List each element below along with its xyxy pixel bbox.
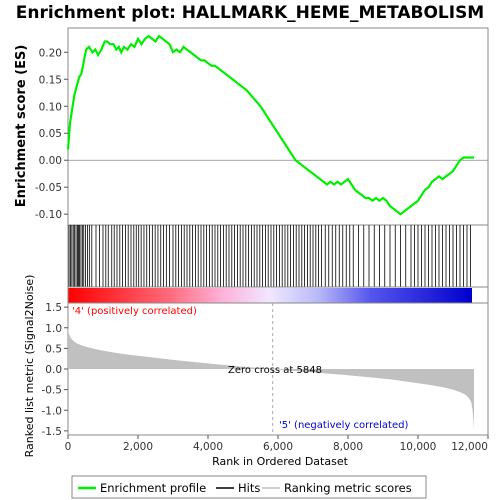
legend: Enrichment profile Hits Ranking metric s… <box>71 475 427 499</box>
enrichment-profile-line <box>66 34 474 216</box>
negative-label: '5' (negatively correlated) <box>279 420 408 431</box>
metric-ylabel: Ranked list metric (Signal2Noise) <box>23 275 36 458</box>
metric-xtick-label: 6,000 <box>263 441 293 453</box>
es-ytick-label: 0.05 <box>39 128 62 140</box>
metric-xticks: 0 2,000 4,000 6,000 8,000 10,000 12,000 <box>65 435 489 453</box>
metric-panel: -1.5 -1.0 -0.5 0.0 0.5 1.0 1.5 0 2,000 4,000 6,00… <box>23 275 489 468</box>
legend-enrichment-label: Enrichment profile <box>100 481 206 495</box>
hits-panel <box>67 224 489 288</box>
metric-xtick-label: 10,000 <box>400 441 437 453</box>
legend-metric-label: Ranking metric scores <box>284 481 412 495</box>
metric-ytick-label: -0.5 <box>42 385 63 397</box>
metric-ytick-label: -1.0 <box>42 405 63 417</box>
metric-yticks: -1.5 -1.0 -0.5 0.0 0.5 1.0 1.5 <box>42 302 68 438</box>
metric-xtick-label: 8,000 <box>333 441 363 453</box>
hits-lines <box>68 225 471 287</box>
es-ytick-label: 0.20 <box>39 47 62 59</box>
legend-box <box>71 475 427 499</box>
es-ylabel: Enrichment score (ES) <box>14 45 29 208</box>
positive-label: '4' (positively correlated) <box>72 306 197 317</box>
es-ytick-label: 0.00 <box>39 155 62 167</box>
metric-xtick-label: 2,000 <box>123 441 153 453</box>
rank-colorbar <box>67 286 489 304</box>
metric-ytick-label: 0.5 <box>45 343 62 355</box>
es-ytick-label: 0.15 <box>39 74 62 86</box>
ranking-metric-area <box>68 327 474 429</box>
es-plot-area <box>67 27 489 226</box>
es-ytick-label: -0.10 <box>35 209 62 221</box>
legend-hits-label: Hits <box>238 481 260 495</box>
metric-xtick-label: 12,000 <box>451 441 488 453</box>
metric-ytick-label: -1.5 <box>42 426 63 438</box>
chart-title: Enrichment plot: HALLMARK_HEME_METABOLIS… <box>16 3 484 23</box>
metric-xtick-label: 4,000 <box>193 441 223 453</box>
es-ytick-label: 0.10 <box>39 101 62 113</box>
zero-cross-label: Zero cross at 5848 <box>228 365 322 376</box>
es-panel: -0.10 -0.05 0.00 0.05 0.10 0.15 0.20 Enrichmen… <box>14 27 489 226</box>
metric-ytick-label: 1.0 <box>45 323 62 335</box>
es-ytick-label: -0.05 <box>35 182 62 194</box>
es-yticks: -0.10 -0.05 0.00 0.05 0.10 0.15 0.20 <box>35 47 68 221</box>
metric-xlabel: Rank in Ordered Dataset <box>212 455 349 468</box>
colorbar-strip <box>68 288 472 303</box>
metric-xtick-label: 0 <box>65 441 72 453</box>
metric-ytick-label: 0.0 <box>45 364 62 376</box>
metric-ytick-label: 1.5 <box>45 302 62 314</box>
